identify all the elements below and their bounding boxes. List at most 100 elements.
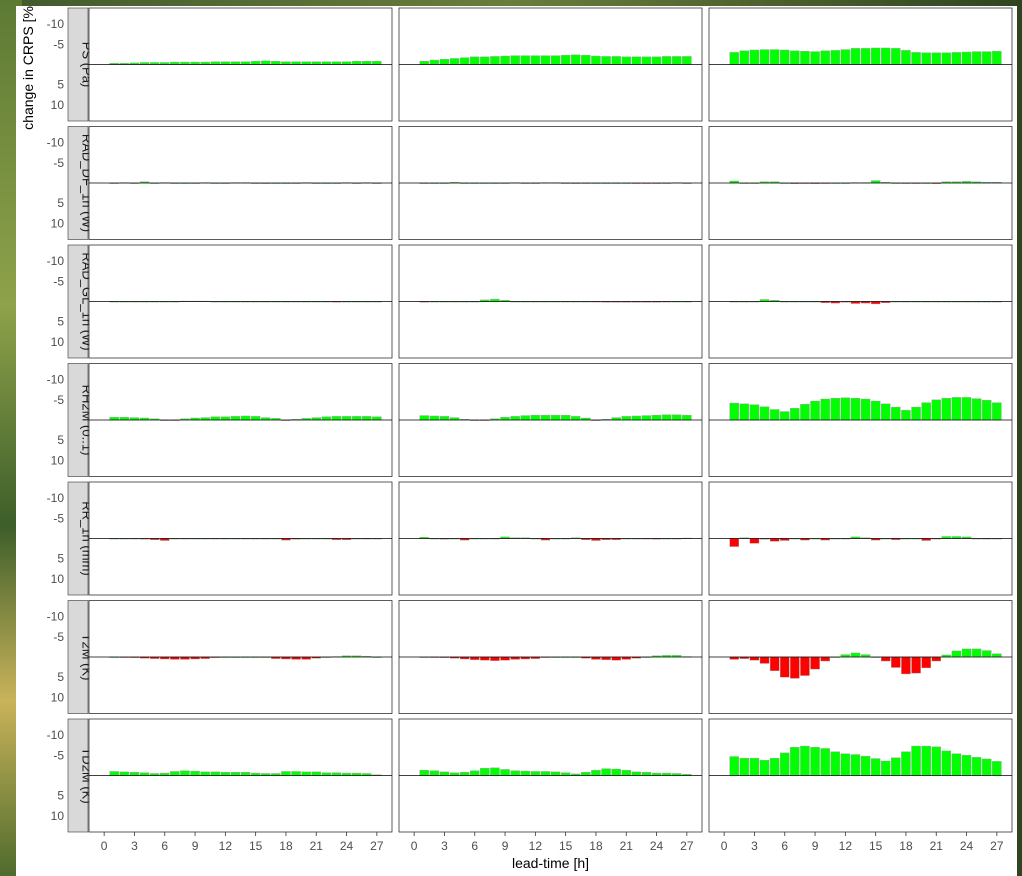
x-tick-label: 3 xyxy=(131,839,138,853)
bar xyxy=(769,538,780,542)
x-tick-label: 15 xyxy=(559,839,573,853)
bar xyxy=(971,648,982,658)
bar xyxy=(281,771,291,776)
bar xyxy=(682,56,692,65)
bar xyxy=(261,60,271,65)
bar xyxy=(850,754,861,776)
x-tick-label: 6 xyxy=(781,839,788,853)
bar xyxy=(992,402,1002,421)
bar xyxy=(780,752,790,776)
bar xyxy=(419,415,429,421)
bar xyxy=(769,49,780,65)
bar xyxy=(621,770,631,776)
bar xyxy=(769,409,780,421)
bar xyxy=(119,771,130,776)
bar xyxy=(220,772,231,776)
bar xyxy=(470,656,480,661)
y-tick-label: 10 xyxy=(51,335,65,349)
bar xyxy=(631,771,642,776)
y-tick-label: 5 xyxy=(57,78,64,92)
facet-strip xyxy=(67,600,89,714)
facet-strip xyxy=(67,363,89,477)
bar xyxy=(560,414,571,421)
bar xyxy=(611,56,621,65)
bar xyxy=(480,656,490,661)
bar xyxy=(780,656,790,678)
bar xyxy=(439,771,450,776)
y-tick-label: -10 xyxy=(47,136,65,150)
x-tick-label: 9 xyxy=(502,839,509,853)
bar xyxy=(419,61,429,65)
bar xyxy=(651,56,662,65)
bar xyxy=(170,771,180,776)
bar xyxy=(560,772,571,776)
bar xyxy=(510,416,520,421)
bar xyxy=(611,656,621,661)
bar xyxy=(530,771,541,776)
bar xyxy=(941,398,952,421)
bar xyxy=(790,656,800,679)
bar xyxy=(230,61,241,65)
bar xyxy=(109,771,119,776)
y-tick-label: 5 xyxy=(57,552,64,566)
bar xyxy=(449,58,460,65)
x-tick-label: 27 xyxy=(370,839,384,853)
bar xyxy=(581,772,591,776)
bar xyxy=(870,758,881,776)
bar xyxy=(661,414,672,421)
bar xyxy=(500,769,510,776)
bar xyxy=(672,414,682,421)
bar xyxy=(321,772,332,776)
bar xyxy=(291,771,301,776)
x-tick-label: 12 xyxy=(839,839,853,853)
bar xyxy=(439,416,450,421)
bar xyxy=(749,404,760,421)
y-tick-label: -5 xyxy=(53,630,64,644)
bar xyxy=(870,400,881,421)
bar xyxy=(810,747,820,776)
bar xyxy=(331,416,342,421)
bar xyxy=(500,416,510,421)
bar xyxy=(530,414,541,421)
bar xyxy=(921,52,931,65)
bar xyxy=(820,398,830,421)
bar xyxy=(729,402,739,421)
bar xyxy=(820,656,830,662)
bar xyxy=(281,61,291,65)
y-tick-label: -5 xyxy=(53,511,64,525)
bar xyxy=(490,56,500,65)
bar xyxy=(820,748,830,776)
bar xyxy=(729,756,739,776)
bar xyxy=(490,656,500,661)
bar xyxy=(591,770,601,776)
bar xyxy=(682,414,692,421)
bar xyxy=(941,750,952,776)
x-tick-label: 0 xyxy=(411,839,418,853)
bar xyxy=(921,656,931,669)
y-axis-title: change in CRPS [%] xyxy=(20,6,36,130)
x-tick-label: 24 xyxy=(650,839,664,853)
bar xyxy=(540,55,551,65)
bar xyxy=(510,55,520,65)
bar xyxy=(271,61,281,65)
bar xyxy=(729,538,739,547)
bar xyxy=(759,406,770,421)
facet-strip xyxy=(67,7,89,122)
y-tick-label: -10 xyxy=(47,728,65,742)
y-tick-label: -10 xyxy=(47,17,65,31)
x-axis-title: lead-time [h] xyxy=(512,855,589,871)
y-tick-label: 10 xyxy=(51,809,65,823)
x-tick-label: 18 xyxy=(279,839,293,853)
bar xyxy=(631,415,642,421)
bar xyxy=(490,767,500,776)
bar xyxy=(372,416,382,421)
x-tick-label: 3 xyxy=(441,839,448,853)
bar xyxy=(230,416,241,421)
bar xyxy=(860,755,871,776)
bar xyxy=(372,61,382,65)
x-tick-label: 12 xyxy=(219,839,233,853)
y-tick-label: -10 xyxy=(47,491,65,505)
bar xyxy=(961,755,972,776)
bar xyxy=(931,656,941,662)
bar xyxy=(992,50,1002,65)
